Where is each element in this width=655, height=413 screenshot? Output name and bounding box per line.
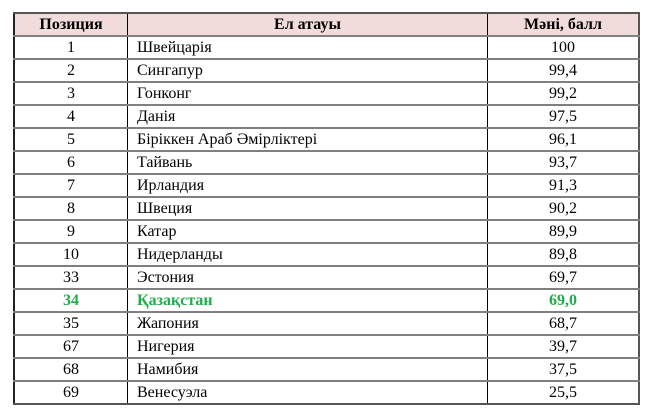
score-cell: 90,2 [487, 197, 640, 221]
position-cell: 1 [13, 36, 128, 60]
position-cell: 2 [13, 59, 128, 83]
table-row: 35 Жапония 68,7 [13, 312, 640, 336]
position-cell: 69 [13, 381, 128, 405]
country-cell: Қазақстан [127, 289, 488, 313]
position-cell: 68 [13, 358, 128, 382]
score-cell: 100 [487, 36, 640, 60]
country-cell: Сингапур [127, 59, 488, 83]
position-cell: 4 [13, 105, 128, 129]
country-cell: Данія [127, 105, 488, 129]
score-cell: 25,5 [487, 381, 640, 405]
position-cell: 8 [13, 197, 128, 221]
country-cell: Тайвань [127, 151, 488, 175]
country-cell: Венесуэла [127, 381, 488, 405]
header-row: Позиция Ел атауы Мәні, балл [13, 12, 640, 37]
table-row: 3 Гонконг 99,2 [13, 82, 640, 106]
score-cell: 99,2 [487, 82, 640, 106]
score-cell: 97,5 [487, 105, 640, 129]
table-row: 1 Швейцарія 100 [13, 36, 640, 60]
country-cell: Эстония [127, 266, 488, 290]
position-cell: 67 [13, 335, 128, 359]
score-cell: 37,5 [487, 358, 640, 382]
country-cell: Нидерланды [127, 243, 488, 267]
position-cell: 34 [13, 289, 128, 313]
table-row: 69 Венесуэла 25,5 [13, 381, 640, 405]
table-row: 2 Сингапур 99,4 [13, 59, 640, 83]
header-country: Ел атауы [127, 12, 488, 37]
country-cell: Швейцарія [127, 36, 488, 60]
position-cell: 5 [13, 128, 128, 152]
score-cell: 99,4 [487, 59, 640, 83]
table-row: 4 Данія 97,5 [13, 105, 640, 129]
position-cell: 9 [13, 220, 128, 244]
header-position: Позиция [13, 12, 128, 37]
country-cell: Жапония [127, 312, 488, 336]
country-cell: Швеция [127, 197, 488, 221]
header-score: Мәні, балл [487, 12, 640, 37]
table-row: 33 Эстония 69,7 [13, 266, 640, 290]
score-cell: 91,3 [487, 174, 640, 198]
table-row: 68 Намибия 37,5 [13, 358, 640, 382]
table-row: 9 Катар 89,9 [13, 220, 640, 244]
table-row: 8 Швеция 90,2 [13, 197, 640, 221]
score-cell: 69,0 [487, 289, 640, 313]
table-row: 6 Тайвань 93,7 [13, 151, 640, 175]
position-cell: 33 [13, 266, 128, 290]
ranking-table: Позиция Ел атауы Мәні, балл 1 Швейцарія 10… [13, 12, 640, 405]
country-cell: Гонконг [127, 82, 488, 106]
score-cell: 69,7 [487, 266, 640, 290]
country-cell: Біріккен Араб Әмірліктері [127, 128, 488, 152]
score-cell: 96,1 [487, 128, 640, 152]
score-cell: 68,7 [487, 312, 640, 336]
position-cell: 10 [13, 243, 128, 267]
country-cell: Нигерия [127, 335, 488, 359]
table-row: 7 Ирландия 91,3 [13, 174, 640, 198]
position-cell: 6 [13, 151, 128, 175]
table-row: 10 Нидерланды 89,8 [13, 243, 640, 267]
country-cell: Ирландия [127, 174, 488, 198]
score-cell: 89,8 [487, 243, 640, 267]
position-cell: 35 [13, 312, 128, 336]
score-cell: 89,9 [487, 220, 640, 244]
country-cell: Намибия [127, 358, 488, 382]
position-cell: 3 [13, 82, 128, 106]
table-row: 5 Біріккен Араб Әмірліктері 96,1 [13, 128, 640, 152]
score-cell: 39,7 [487, 335, 640, 359]
table-row: 67 Нигерия 39,7 [13, 335, 640, 359]
country-cell: Катар [127, 220, 488, 244]
position-cell: 7 [13, 174, 128, 198]
table-row: 34 Қазақстан 69,0 [13, 289, 640, 313]
score-cell: 93,7 [487, 151, 640, 175]
